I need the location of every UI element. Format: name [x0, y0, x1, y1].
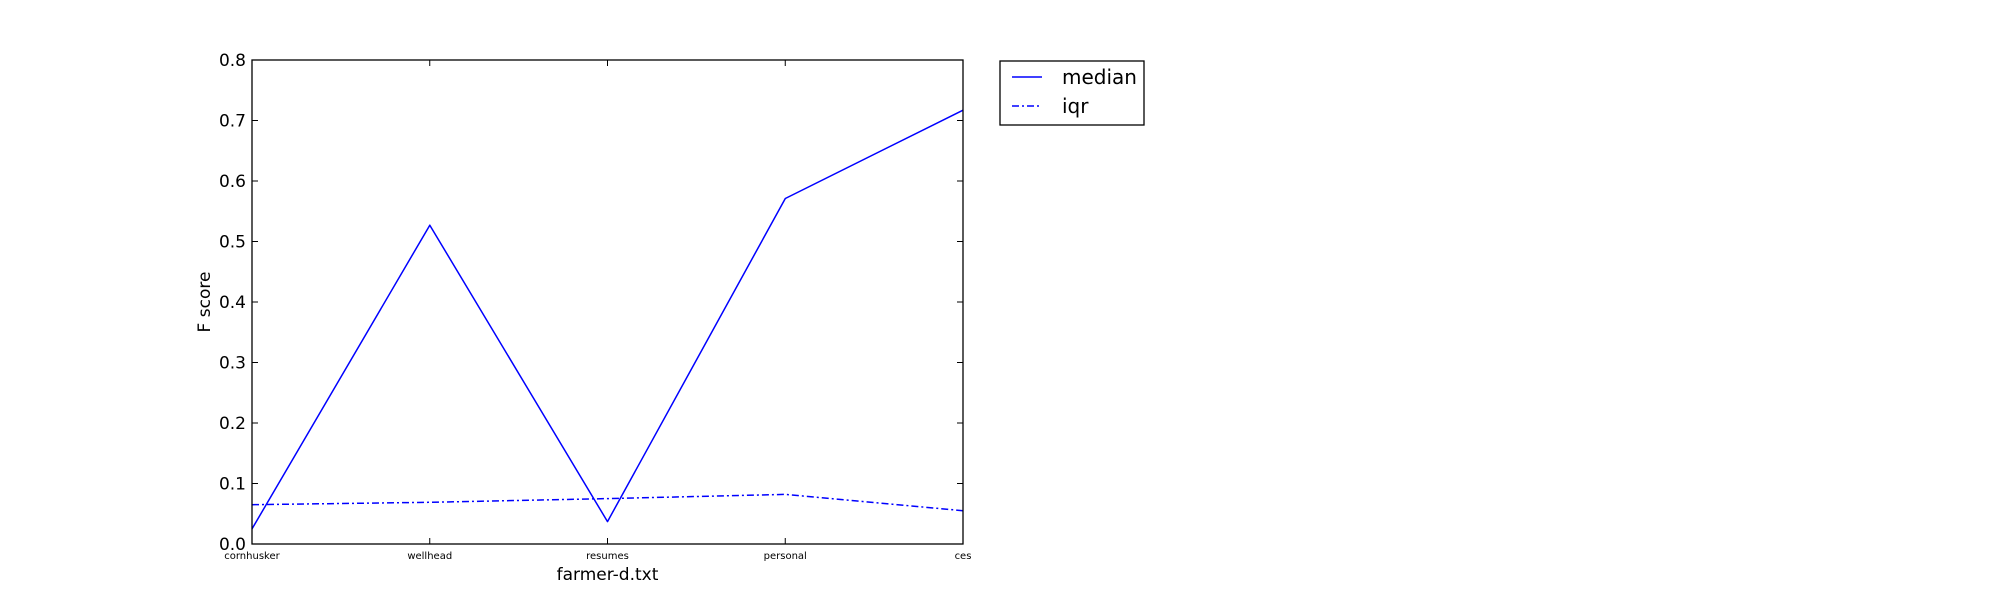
x-tick-label: ces — [955, 551, 972, 562]
x-axis-label: farmer-d.txt — [557, 565, 659, 585]
y-tick-label: 0.8 — [219, 51, 246, 71]
y-axis-label: F score — [195, 272, 215, 333]
y-tick-label: 0.6 — [219, 172, 246, 192]
y-tick-label: 0.0 — [219, 535, 246, 555]
series-line-iqr — [251, 493, 964, 512]
y-tick-label: 0.2 — [219, 414, 246, 434]
y-tick-label: 0.7 — [219, 112, 246, 132]
x-tick-label: personal — [764, 551, 807, 562]
y-tick-label: 0.1 — [219, 475, 246, 495]
plot-frame — [251, 59, 964, 545]
plot-area — [251, 109, 964, 530]
series-line-median — [251, 109, 964, 530]
x-tick-label: wellhead — [407, 551, 452, 562]
legend-frame — [999, 60, 1145, 126]
axis-ticks: 0.0 0.1 0.2 0.3 0.4 0.5 0.6 0.7 0.8 cornhusker wel… — [219, 51, 971, 562]
x-tick-label: cornhusker — [224, 551, 280, 562]
legend-label-median: median — [1062, 65, 1137, 89]
x-tick-label: resumes — [586, 551, 629, 562]
y-tick-label: 0.5 — [219, 233, 246, 253]
y-tick-label: 0.4 — [219, 293, 246, 313]
y-tick-label: 0.3 — [219, 354, 246, 374]
legend: median iqr — [999, 60, 1145, 126]
legend-label-iqr: iqr — [1062, 94, 1089, 118]
